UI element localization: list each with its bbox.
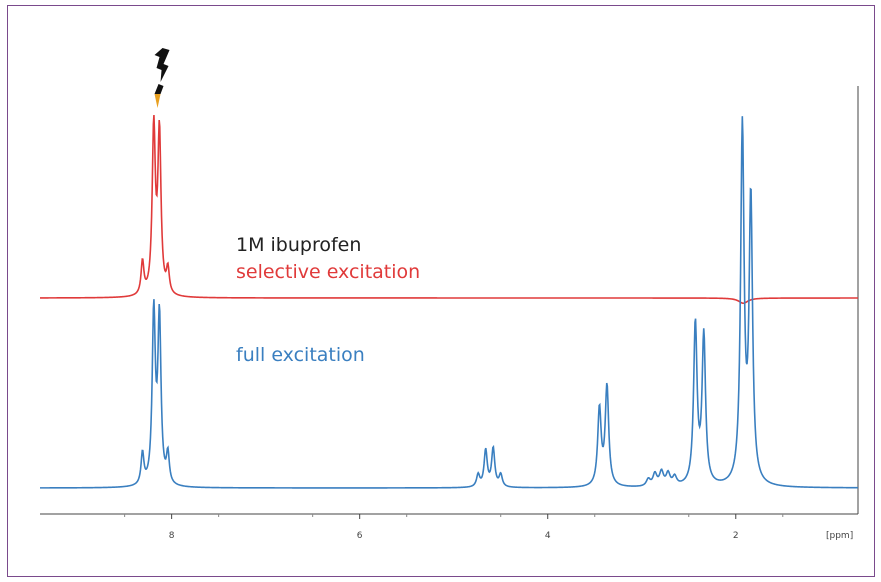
pulse-arrow-icon bbox=[154, 94, 161, 108]
series-line-full bbox=[40, 116, 858, 489]
lightning-bolt-tail bbox=[154, 84, 164, 94]
sample-label: 1M ibuprofen bbox=[236, 234, 361, 256]
excitation-pulse-icon bbox=[154, 48, 170, 108]
x-axis-ticks: 8 6 4 2 bbox=[124, 514, 784, 541]
x-tick-label-6: 6 bbox=[357, 531, 363, 541]
full-excitation-label: full excitation bbox=[236, 344, 365, 366]
selective-excitation-label: selective excitation bbox=[236, 261, 420, 283]
x-tick-label-2: 2 bbox=[733, 531, 739, 541]
x-tick-label-4: 4 bbox=[545, 531, 551, 541]
figure-frame bbox=[7, 5, 875, 577]
lightning-bolt-icon bbox=[154, 48, 170, 82]
x-tick-label-8: 8 bbox=[169, 531, 175, 541]
series-line-selective bbox=[40, 114, 858, 305]
x-axis-label: [ppm] bbox=[826, 531, 853, 541]
